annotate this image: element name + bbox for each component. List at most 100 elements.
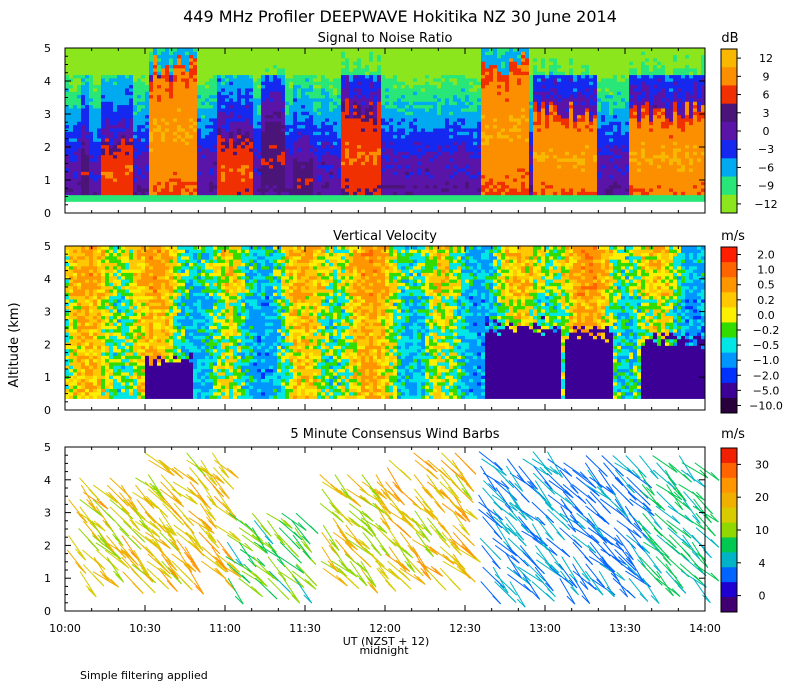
snr-cell xyxy=(201,131,205,135)
snr-cell xyxy=(81,78,85,82)
snr-cell xyxy=(265,111,269,115)
snr-cell xyxy=(381,171,385,175)
snr-cell xyxy=(425,61,429,65)
snr-cell xyxy=(237,81,241,85)
snr-cell xyxy=(157,55,161,59)
snr-cell xyxy=(197,48,201,52)
snr-cell xyxy=(393,165,397,169)
snr-cell xyxy=(161,115,165,119)
snr-cell xyxy=(393,71,397,75)
snr-cell xyxy=(333,125,337,129)
snr-cell xyxy=(173,141,177,145)
snr-cell xyxy=(113,61,117,65)
snr-cell xyxy=(409,55,413,59)
snr-cell xyxy=(461,181,465,185)
snr-cell xyxy=(241,108,245,112)
snr-cell xyxy=(357,115,361,119)
snr-cell xyxy=(369,101,373,105)
snr-cell xyxy=(397,115,401,119)
snr-cell xyxy=(197,85,201,89)
snr-cell xyxy=(197,151,201,155)
snr-cell xyxy=(137,195,141,199)
snr-cell xyxy=(429,128,433,132)
snr-cell xyxy=(409,131,413,135)
snr-cell xyxy=(165,121,169,125)
snr-cell xyxy=(97,155,101,159)
snr-cell xyxy=(365,118,369,122)
snr-cell xyxy=(281,75,285,79)
snr-cell xyxy=(277,165,281,169)
snr-cell xyxy=(421,155,425,159)
snr-cell xyxy=(333,71,337,75)
snr-cell xyxy=(477,188,481,192)
snr-cell xyxy=(305,191,309,195)
snr-cell xyxy=(309,48,313,52)
snr-cell xyxy=(405,111,409,115)
snr-cell xyxy=(197,171,201,175)
snr-cell xyxy=(97,118,101,122)
snr-cell xyxy=(249,171,253,175)
snr-cell xyxy=(213,158,217,162)
snr-cell xyxy=(469,185,473,189)
snr-cell xyxy=(385,175,389,179)
snr-cell xyxy=(173,95,177,99)
snr-cell xyxy=(285,151,289,155)
snr-cell xyxy=(305,188,309,192)
snr-cell xyxy=(245,118,249,122)
snr-cell xyxy=(241,65,245,69)
snr-cell xyxy=(125,105,129,109)
snr-cell xyxy=(481,138,485,142)
snr-cell xyxy=(353,141,357,145)
snr-cell xyxy=(205,81,209,85)
snr-cell xyxy=(153,75,157,79)
snr-cell xyxy=(473,145,477,149)
snr-cell xyxy=(393,78,397,82)
snr-cell xyxy=(133,115,137,119)
snr-cell xyxy=(297,88,301,92)
snr-cell xyxy=(145,95,149,99)
snr-cell xyxy=(137,115,141,119)
snr-cell xyxy=(145,115,149,119)
snr-cell xyxy=(337,188,341,192)
snr-cell xyxy=(173,105,177,109)
snr-cell xyxy=(389,191,393,195)
snr-cell xyxy=(277,51,281,55)
snr-cell xyxy=(261,151,265,155)
snr-cell xyxy=(217,168,221,172)
snr-cell xyxy=(425,168,429,172)
snr-cell xyxy=(161,51,165,55)
snr-cell xyxy=(381,135,385,139)
snr-cell xyxy=(385,105,389,109)
snr-cell xyxy=(297,71,301,75)
snr-cell xyxy=(137,151,141,155)
snr-cell xyxy=(377,75,381,79)
snr-cell xyxy=(417,88,421,92)
snr-cell xyxy=(201,111,205,115)
snr-cell xyxy=(493,198,497,202)
snr-cell xyxy=(69,161,73,165)
snr-cell xyxy=(201,145,205,149)
snr-cell xyxy=(229,105,233,109)
snr-cell xyxy=(73,88,77,92)
snr-cell xyxy=(173,108,177,112)
snr-cell xyxy=(137,155,141,159)
snr-cell xyxy=(149,75,153,79)
snr-cell xyxy=(481,68,485,72)
snr-cell xyxy=(81,98,85,102)
snr-cell xyxy=(297,98,301,102)
snr-cell xyxy=(217,91,221,95)
snr-cell xyxy=(193,138,197,142)
snr-cell xyxy=(189,121,193,125)
snr-cell xyxy=(65,158,69,162)
snr-cell xyxy=(417,178,421,182)
snr-cell xyxy=(389,61,393,65)
snr-cell xyxy=(269,121,273,125)
snr-cell xyxy=(169,51,173,55)
snr-cell xyxy=(145,161,149,165)
snr-cell xyxy=(233,48,237,52)
snr-cell xyxy=(285,188,289,192)
snr-cell xyxy=(221,131,225,135)
snr-cell xyxy=(221,175,225,179)
snr-cell xyxy=(361,138,365,142)
snr-cell xyxy=(457,95,461,99)
